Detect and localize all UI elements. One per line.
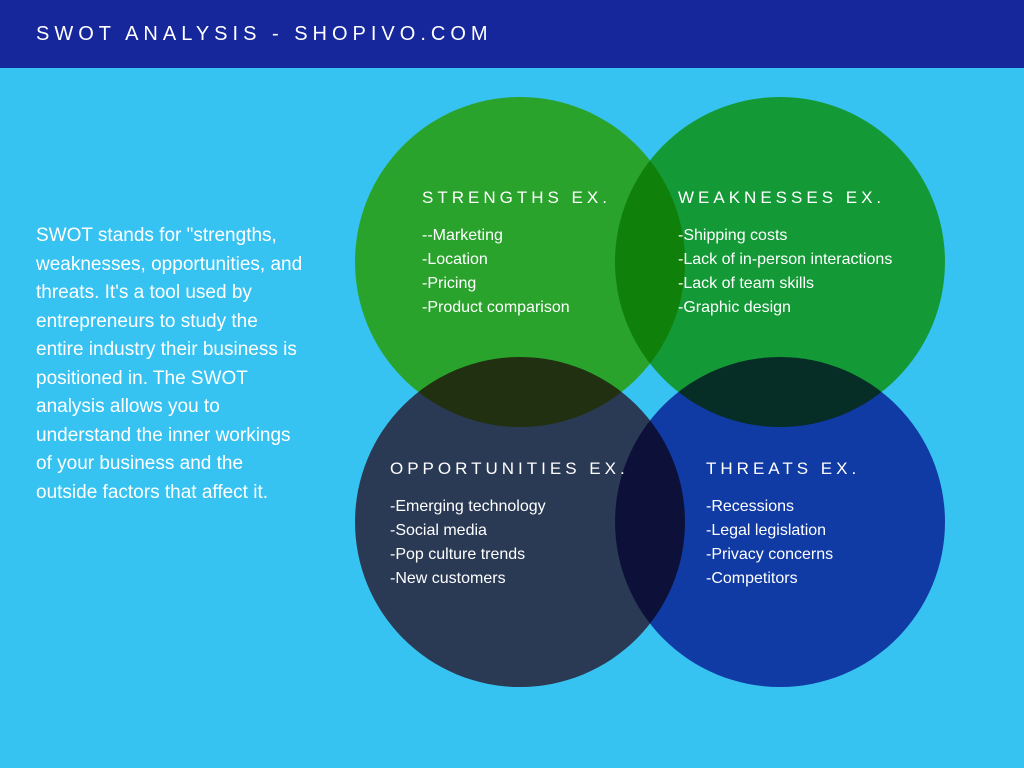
title-opportunities: OPPORTUNITIES EX. [390,459,629,479]
list-item: -Lack of in-person interactions [678,248,892,272]
content-opportunities: OPPORTUNITIES EX. -Emerging technology-S… [390,459,629,591]
list-item: -Shipping costs [678,224,892,248]
list-item: -Pop culture trends [390,543,629,567]
list-item: -Pricing [422,272,611,296]
items-opportunities: -Emerging technology-Social media-Pop cu… [390,495,629,591]
list-item: -Recessions [706,495,860,519]
list-item: -Social media [390,519,629,543]
list-item: --Marketing [422,224,611,248]
list-item: -Location [422,248,611,272]
items-threats: -Recessions-Legal legislation-Privacy co… [706,495,860,591]
list-item: -Emerging technology [390,495,629,519]
description-text: SWOT stands for "strengths, weaknesses, … [36,222,306,507]
content-weaknesses: WEAKNESSES EX. -Shipping costs-Lack of i… [678,188,892,320]
list-item: -Product comparison [422,296,611,320]
title-strengths: STRENGTHS EX. [422,188,611,208]
content-threats: THREATS EX. -Recessions-Legal legislatio… [706,459,860,591]
page-title: SWOT ANALYSIS - SHOPIVO.COM [36,23,493,46]
title-weaknesses: WEAKNESSES EX. [678,188,892,208]
content-strengths: STRENGTHS EX. --Marketing-Location-Prici… [422,188,611,320]
venn-diagram: STRENGTHS EX. --Marketing-Location-Prici… [340,92,1020,752]
list-item: -Graphic design [678,296,892,320]
items-weaknesses: -Shipping costs-Lack of in-person intera… [678,224,892,320]
page: SWOT ANALYSIS - SHOPIVO.COM SWOT stands … [0,0,1024,768]
list-item: -New customers [390,567,629,591]
list-item: -Legal legislation [706,519,860,543]
list-item: -Lack of team skills [678,272,892,296]
title-threats: THREATS EX. [706,459,860,479]
list-item: -Competitors [706,567,860,591]
list-item: -Privacy concerns [706,543,860,567]
header-bar: SWOT ANALYSIS - SHOPIVO.COM [0,0,1024,68]
items-strengths: --Marketing-Location-Pricing-Product com… [422,224,611,320]
